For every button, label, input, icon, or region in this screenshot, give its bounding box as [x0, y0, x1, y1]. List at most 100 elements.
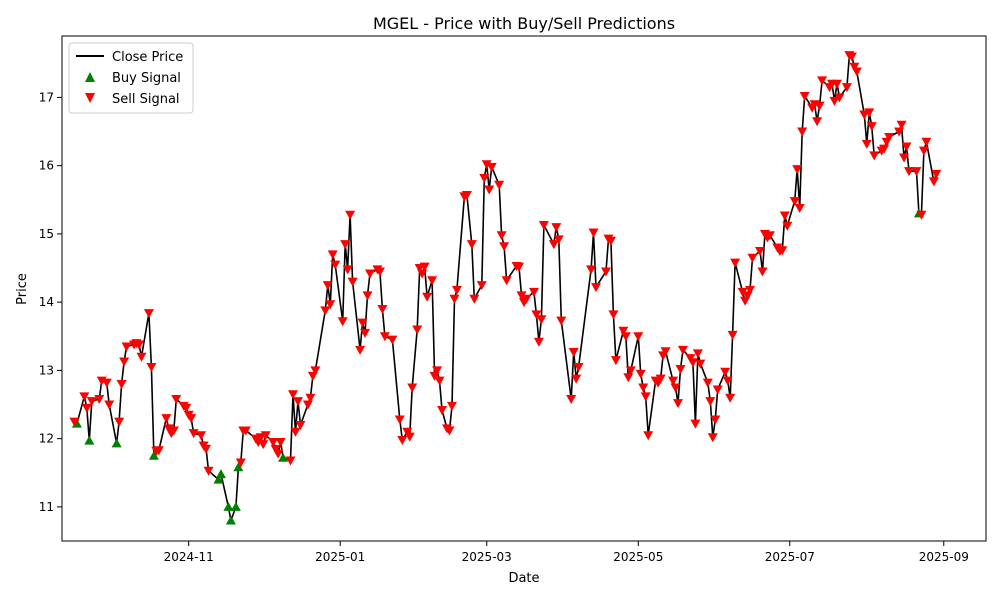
sell-signal-marker [757, 267, 768, 277]
sell-signal-marker [794, 203, 805, 213]
sell-signal-marker [461, 191, 472, 201]
buy-signal-marker [148, 450, 159, 460]
sell-signal-marker [521, 294, 532, 304]
sell-signal-marker [186, 414, 197, 424]
sell-signal-marker [387, 335, 398, 345]
sell-signal-marker [754, 246, 765, 256]
sell-signal-marker [566, 395, 577, 405]
sell-signal-marker [831, 79, 842, 89]
sell-signal-marker [260, 431, 271, 441]
sell-signal-marker [841, 83, 852, 93]
sell-signal-marker [916, 210, 927, 220]
sell-signal-marker [422, 292, 433, 302]
sell-signal-marker [81, 403, 92, 413]
sell-signal-marker [310, 366, 321, 376]
sell-signal-marker [320, 306, 331, 316]
sell-signal-marker [432, 366, 443, 376]
sell-signal-marker [104, 400, 115, 410]
sell-signal-marker [479, 173, 490, 183]
x-axis: 2024-11 2025-01 2025-03 2025-05 2025-07 2025-… [164, 541, 969, 564]
legend-label-close: Close Price [112, 50, 183, 65]
sell-signal-marker [655, 374, 666, 384]
legend-sell-marker [85, 93, 95, 103]
sell-signal-marker [114, 417, 125, 427]
sell-signal-marker [695, 359, 706, 369]
sell-signal-marker [747, 253, 758, 263]
sell-signal-marker [101, 378, 112, 388]
sell-signal-marker [258, 440, 269, 450]
sell-signal-marker [623, 373, 634, 383]
plot-area [69, 51, 942, 525]
sell-signal-marker [270, 444, 281, 454]
sell-signal-marker [851, 67, 862, 77]
sell-signal-marker [69, 417, 80, 427]
sell-signal-marker [86, 397, 97, 407]
sell-signal-marker [737, 287, 748, 297]
sell-signal-marker [792, 165, 803, 175]
sell-signal-marker [571, 374, 582, 384]
sell-signal-marker [528, 287, 539, 297]
sell-signal-marker [745, 285, 756, 295]
x-tick-label: 2025-03 [462, 550, 512, 564]
x-tick-label: 2024-11 [164, 550, 214, 564]
sell-signal-marker [911, 167, 922, 177]
sell-signal-marker [640, 392, 651, 402]
sell-signal-marker [119, 357, 130, 367]
sell-signal-marker [556, 316, 567, 326]
sell-signal-marker [342, 265, 353, 275]
sell-signal-marker [725, 393, 736, 403]
sell-signal-marker [302, 400, 313, 410]
sell-signal-marker [533, 337, 544, 347]
sell-signal-marker [360, 328, 371, 338]
sell-signal-marker [325, 300, 336, 310]
sell-signal-marker [610, 356, 621, 366]
sell-signal-marker [143, 309, 154, 319]
sell-signal-marker [668, 376, 679, 386]
sell-signal-marker [548, 240, 559, 250]
buy-signal-marker [223, 501, 234, 511]
sell-signal-marker [275, 438, 286, 448]
x-tick-label: 2025-05 [613, 550, 663, 564]
sell-signal-marker [901, 142, 912, 152]
sell-signal-marker [884, 133, 895, 142]
y-tick-label: 12 [39, 432, 54, 446]
legend-label-sell: Sell Signal [112, 92, 180, 107]
legend-box [68, 42, 194, 114]
y-tick-label: 17 [39, 90, 54, 104]
sell-signal-marker [469, 294, 480, 304]
sell-signal-marker [494, 180, 505, 190]
sell-signal-marker [337, 317, 348, 327]
sell-signal-marker [357, 318, 368, 328]
sell-signal-marker [861, 139, 872, 149]
sell-signal-marker [633, 332, 644, 342]
sell-signal-marker [407, 383, 418, 393]
sell-signal-marker [427, 276, 438, 286]
sell-signal-marker [201, 444, 212, 454]
sell-signal-marker [797, 127, 808, 137]
sell-signal-marker [365, 269, 375, 279]
sell-signal-marker [330, 260, 341, 270]
sell-signal-marker [568, 347, 579, 357]
sell-signal-marker [600, 267, 611, 277]
sell-signal-marker [635, 369, 646, 379]
sell-signal-marker [394, 415, 405, 425]
sell-signal-marker [687, 358, 698, 368]
sell-signal-marker [618, 326, 629, 336]
sell-signal-marker [402, 427, 413, 437]
sell-signal-marker [466, 240, 477, 250]
sell-signal-marker [514, 262, 525, 272]
sell-signal-marker [670, 383, 681, 393]
sell-signal-marker [866, 122, 877, 132]
sell-signal-marker [290, 427, 301, 437]
sell-signal-marker [553, 235, 564, 245]
sell-signal-marker [591, 283, 602, 293]
y-axis-label: Price [15, 273, 30, 305]
sell-signal-marker [444, 426, 455, 436]
sell-signal-marker [620, 332, 631, 342]
sell-signal-marker [419, 262, 430, 272]
sell-signal-marker [605, 236, 616, 246]
sell-signal-marker [675, 365, 686, 375]
sell-signal-marker [476, 281, 487, 291]
sell-signal-marker [894, 127, 905, 137]
sell-signal-marker [496, 231, 507, 241]
